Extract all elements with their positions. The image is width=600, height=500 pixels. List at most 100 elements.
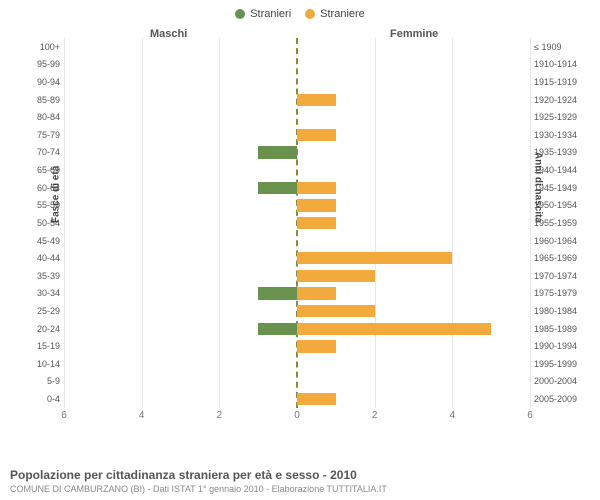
chart-title: Popolazione per cittadinanza straniera p… [10,468,590,482]
legend-item-male: Stranieri [235,8,291,20]
age-label: 50-54 [20,218,60,228]
female-half [297,235,530,247]
female-half [297,305,530,317]
female-half [297,270,530,282]
year-label: 2000-2004 [534,376,586,386]
year-label: 1970-1974 [534,271,586,281]
legend-label-male: Stranieri [250,8,291,20]
bar-row [64,285,530,303]
female-half [297,76,530,88]
age-label: 85-89 [20,95,60,105]
female-bar [297,305,375,317]
year-label: 1955-1959 [534,218,586,228]
bar-row [64,144,530,162]
legend-swatch-female [305,9,315,19]
male-half [64,217,297,229]
female-bar [297,252,452,264]
age-label: 40-44 [20,253,60,263]
plot-area: Fasce di età Anni di nascita 100+95-9990… [64,38,530,408]
year-label: 1960-1964 [534,236,586,246]
age-label: 55-59 [20,200,60,210]
y-axis-right: ≤ 19091910-19141915-19191920-19241925-19… [534,38,586,408]
age-label: 25-29 [20,306,60,316]
female-half [297,323,530,335]
bar-row [64,179,530,197]
year-label: 1980-1984 [534,306,586,316]
female-bar [297,270,375,282]
female-half [297,376,530,388]
bar-row [64,73,530,91]
bar-row [64,126,530,144]
male-half [64,252,297,264]
bar-row [64,320,530,338]
year-label: 1915-1919 [534,77,586,87]
legend: Stranieri Straniere [10,8,590,20]
male-half [64,305,297,317]
male-half [64,393,297,405]
year-label: 1910-1914 [534,59,586,69]
female-bar [297,217,336,229]
male-half [64,358,297,370]
male-bar [258,146,297,158]
age-label: 65-69 [20,165,60,175]
bar-row [64,232,530,250]
age-label: 20-24 [20,324,60,334]
year-label: 2005-2009 [534,394,586,404]
age-label: 0-4 [20,394,60,404]
bar-row [64,373,530,391]
female-half [297,41,530,53]
age-label: 80-84 [20,112,60,122]
x-axis: 6420246 [64,410,530,424]
female-half [297,94,530,106]
year-label: 1925-1929 [534,112,586,122]
male-half [64,76,297,88]
age-label: 30-34 [20,288,60,298]
female-half [297,252,530,264]
female-bar [297,323,491,335]
legend-item-female: Straniere [305,8,365,20]
male-half [64,164,297,176]
population-pyramid-chart: Stranieri Straniere Maschi Femmine Fasce… [0,0,600,500]
bar-row [64,38,530,56]
year-label: 1995-1999 [534,359,586,369]
year-label: 1935-1939 [534,147,586,157]
female-half [297,129,530,141]
year-label: 1975-1979 [534,288,586,298]
male-half [64,199,297,211]
male-half [64,182,297,194]
female-bar [297,129,336,141]
female-half [297,182,530,194]
age-label: 10-14 [20,359,60,369]
male-bar [258,287,297,299]
year-label: 1985-1989 [534,324,586,334]
female-half [297,358,530,370]
female-half [297,199,530,211]
bar-row [64,250,530,268]
x-tick: 0 [294,410,300,421]
male-half [64,235,297,247]
female-bar [297,340,336,352]
bar-row [64,391,530,409]
male-half [64,340,297,352]
bar-row [64,197,530,215]
age-label: 100+ [20,42,60,52]
bar-row [64,91,530,109]
x-tick: 4 [139,410,145,421]
female-half [297,217,530,229]
female-bar [297,182,336,194]
age-label: 95-99 [20,59,60,69]
male-bar [258,323,297,335]
male-half [64,58,297,70]
female-bar [297,94,336,106]
male-half [64,129,297,141]
footer: Popolazione per cittadinanza straniera p… [10,468,590,494]
male-half [64,270,297,282]
x-tick: 2 [217,410,223,421]
gridline [530,38,531,408]
age-label: 75-79 [20,130,60,140]
age-label: 5-9 [20,376,60,386]
female-half [297,111,530,123]
x-tick: 2 [372,410,378,421]
male-half [64,146,297,158]
male-half [64,287,297,299]
